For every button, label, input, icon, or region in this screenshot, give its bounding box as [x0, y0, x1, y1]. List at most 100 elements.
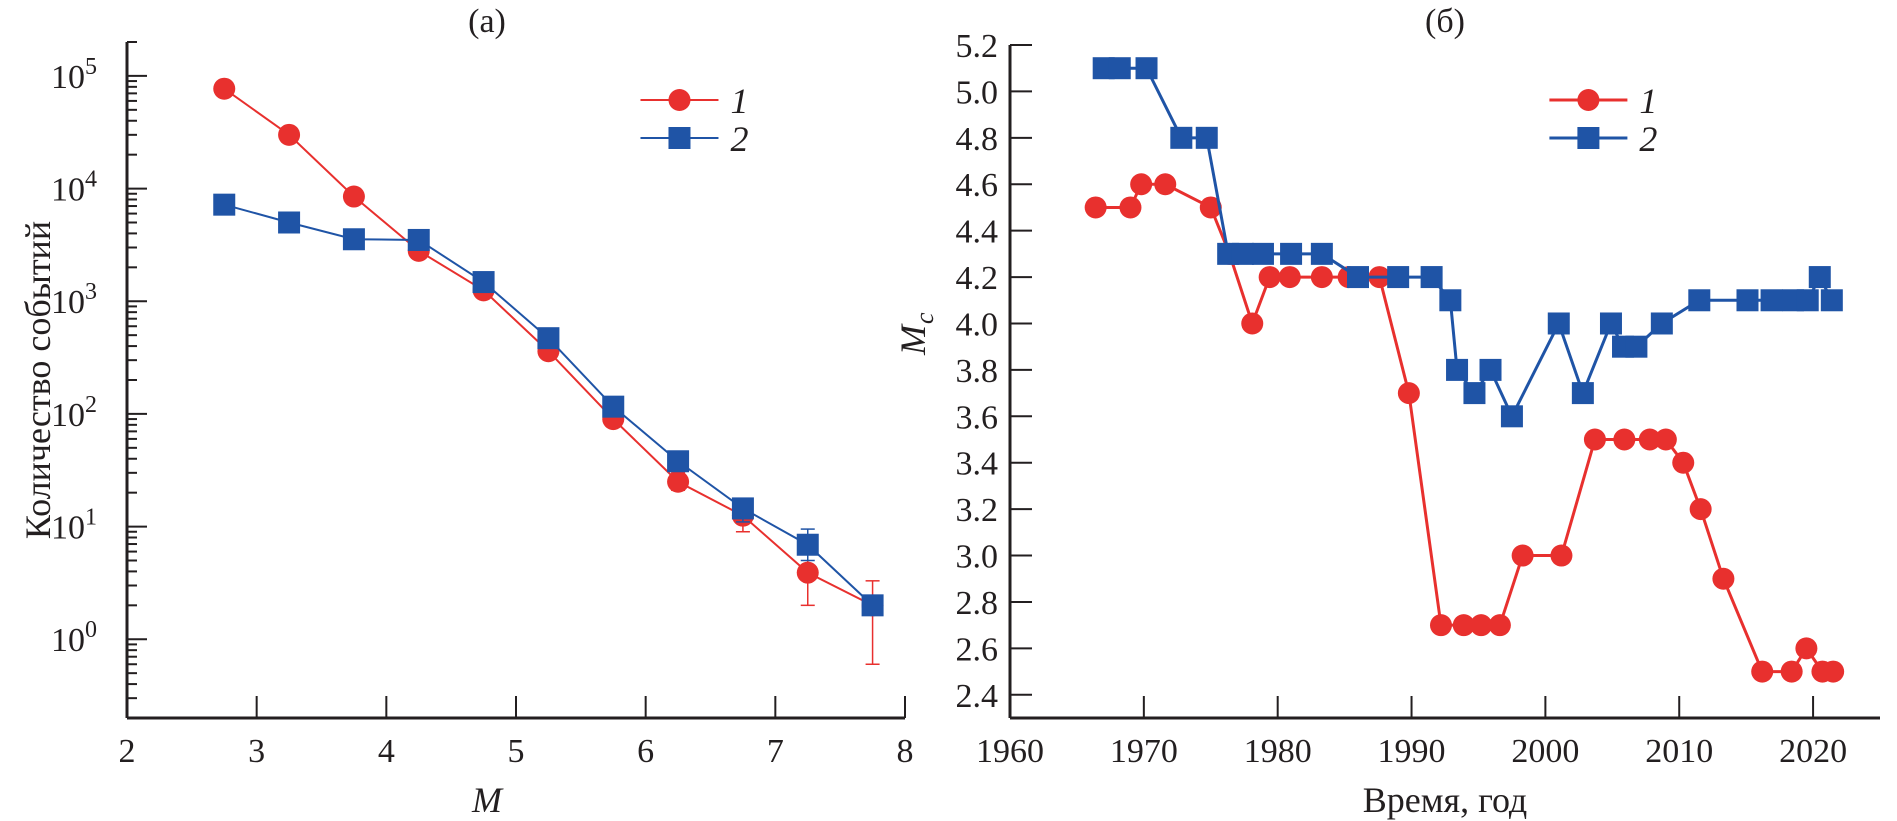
- series-1-point: [1258, 266, 1281, 289]
- series-2-point: [667, 450, 690, 473]
- series-2-point: [1688, 289, 1711, 312]
- series-1-point: [1795, 637, 1818, 660]
- x-tick-label: 1960: [976, 733, 1044, 770]
- y-tick-base: 10: [51, 59, 85, 96]
- y-tick-label: 4.4: [956, 214, 999, 251]
- x-tick-label: 2010: [1645, 733, 1713, 770]
- series-2-point: [731, 497, 754, 520]
- y-tick-exp: 1: [85, 505, 97, 531]
- y-tick-label: 104: [51, 167, 97, 209]
- y-tick-label: 2.8: [956, 585, 999, 622]
- series-1-point: [1084, 196, 1107, 219]
- series-1-point: [1241, 312, 1264, 335]
- series-2-point: [1808, 266, 1831, 289]
- series-2-point: [796, 533, 819, 556]
- series-1-point: [1154, 173, 1177, 196]
- y-tick-base: 10: [51, 622, 85, 659]
- y-tick-base: 10: [51, 510, 85, 547]
- series-2-point: [1135, 57, 1158, 80]
- panel-b: (б) Время, год M c 1960 1970 1980 1990 2000 2…: [893, 3, 1880, 820]
- series-2-point: [1387, 266, 1410, 289]
- legend-item-1: 1: [640, 81, 748, 121]
- y-tick-label: 2.6: [956, 631, 999, 668]
- legend-marker: [1577, 127, 1600, 149]
- series-2-point: [1736, 289, 1759, 312]
- y-tick-label: 3.0: [956, 539, 999, 576]
- x-tick-label: 1980: [1244, 733, 1312, 770]
- series-2: [1092, 57, 1843, 428]
- x-tick-label: 2: [119, 733, 136, 770]
- series-2-point: [1479, 358, 1502, 381]
- series-1-point: [1310, 266, 1333, 289]
- x-tick-label: 6: [637, 733, 654, 770]
- series-2-point: [861, 594, 884, 617]
- y-tick-label: 3.2: [956, 492, 999, 529]
- series-1-point: [1488, 614, 1511, 637]
- series-2-point: [1446, 358, 1469, 381]
- legend-marker: [1577, 89, 1600, 111]
- series-1: [1084, 173, 1845, 683]
- y-tick-label: 100: [51, 617, 97, 659]
- series-1-point: [213, 77, 236, 100]
- series-2-point: [1251, 242, 1274, 265]
- y-tick-exp: 2: [85, 392, 97, 418]
- series-2-point: [1310, 242, 1333, 265]
- y-tick-exp: 3: [85, 279, 97, 305]
- series-2-point: [1571, 382, 1594, 405]
- series-2-point: [1463, 382, 1486, 405]
- series-2-point: [342, 228, 365, 251]
- y-tick-label: 105: [51, 54, 97, 96]
- panel-b-ylabel-sub: c: [910, 312, 939, 324]
- panel-b-title: (б): [1425, 3, 1465, 40]
- series-2: [213, 193, 884, 617]
- series-1-point: [667, 470, 690, 493]
- panel-a-title: (a): [468, 3, 506, 40]
- legend-label: 1: [730, 81, 748, 121]
- series-1-point: [1278, 266, 1301, 289]
- series-1: [213, 77, 884, 665]
- series-2-point: [1760, 289, 1783, 312]
- series-2-point: [278, 211, 301, 234]
- series-2-point: [1599, 312, 1622, 335]
- series-1-point: [1511, 544, 1534, 567]
- series-1-point: [1751, 660, 1774, 683]
- series-1-point: [1672, 451, 1695, 474]
- series-1-point: [1470, 614, 1493, 637]
- series-2-point: [1420, 266, 1443, 289]
- x-tick-label: 4: [378, 733, 395, 770]
- series-2-point: [602, 395, 625, 418]
- series-2-point: [472, 271, 495, 294]
- series-2-point: [1796, 289, 1819, 312]
- series-1-point: [1712, 567, 1735, 590]
- series-1-point: [1429, 614, 1452, 637]
- y-tick-label: 4.0: [956, 306, 999, 343]
- panel-b-xlabel: Время, год: [1363, 780, 1527, 820]
- x-tick-label: 3: [248, 733, 265, 770]
- panel-b-ylabel: M c: [893, 312, 939, 356]
- series-2-point: [537, 327, 560, 350]
- legend-item-2: 2: [1549, 119, 1657, 159]
- series-1-point: [1613, 428, 1636, 451]
- y-tick-exp: 0: [85, 617, 97, 643]
- y-tick-base: 10: [51, 172, 85, 209]
- y-tick-label: 3.8: [956, 353, 999, 390]
- y-tick-base: 10: [51, 284, 85, 321]
- legend-item-1: 1: [1549, 81, 1657, 121]
- y-tick-label: 3.6: [956, 399, 999, 436]
- series-1-line: [1095, 182, 1834, 674]
- series-1-point: [278, 123, 301, 146]
- series-1-point: [1397, 382, 1420, 405]
- x-tick-label: 8: [897, 733, 914, 770]
- series-2-point: [1650, 312, 1673, 335]
- legend-label: 1: [1639, 81, 1657, 121]
- x-tick-label: 7: [767, 733, 784, 770]
- panel-b-ylabel-main: M: [893, 323, 933, 356]
- x-tick-label: 2000: [1511, 733, 1579, 770]
- series-2-point: [213, 193, 236, 216]
- series-2-point: [1347, 266, 1369, 289]
- series-2-point: [407, 228, 430, 251]
- series-1-point: [796, 561, 819, 584]
- series-2-point: [1280, 242, 1303, 265]
